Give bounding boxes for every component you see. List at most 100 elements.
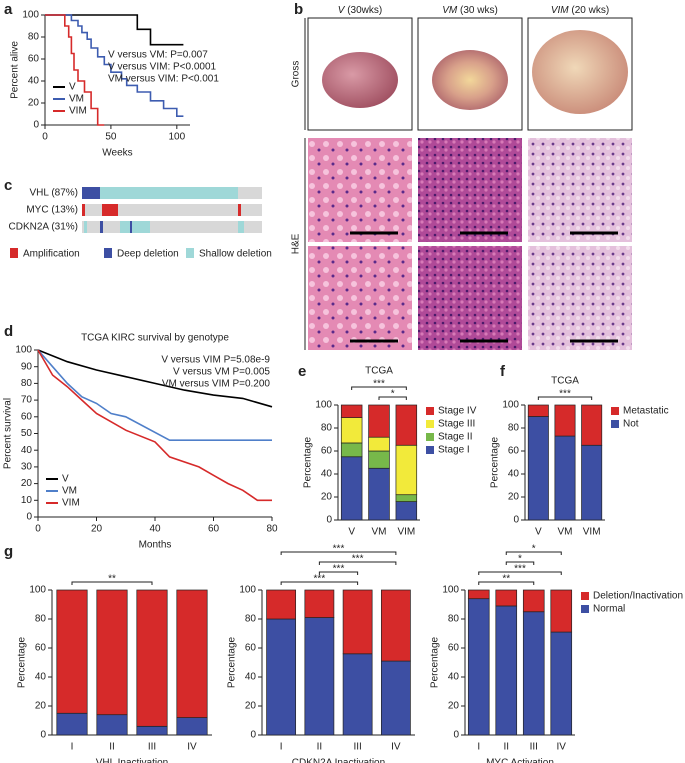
- significance-bracket: [537, 396, 593, 400]
- x-tick-label: III: [530, 742, 538, 753]
- x-tick-label: III: [353, 742, 361, 753]
- y-axis-label: Percentage: [430, 636, 441, 688]
- y-tick-label: 60: [35, 643, 47, 654]
- significance-label: ***: [333, 544, 345, 555]
- column-label: V (30wks): [338, 5, 382, 16]
- significance-bracket: [280, 581, 359, 585]
- bar-segment: [527, 404, 549, 417]
- x-tick-label: 80: [266, 524, 278, 535]
- significance-bracket: [280, 551, 397, 555]
- chart-title: TCGA: [551, 376, 579, 387]
- legend-label: VM: [62, 486, 77, 497]
- y-axis-label: Percent survival: [3, 398, 14, 469]
- y-tick-label: 100: [15, 345, 32, 356]
- legend-label: Stage II: [438, 432, 472, 443]
- bar-segment: [136, 589, 168, 727]
- y-tick-label: 80: [21, 378, 33, 389]
- significance-bracket: [71, 581, 153, 585]
- y-tick-label: 0: [250, 730, 256, 741]
- x-tick-label: VIM: [583, 527, 601, 538]
- y-tick-label: 40: [28, 76, 40, 87]
- significance-label: **: [108, 574, 116, 585]
- y-tick-label: 20: [508, 492, 520, 503]
- x-tick-label: IV: [391, 742, 401, 753]
- bar-segment: [395, 404, 418, 446]
- bar-segment: [495, 589, 518, 607]
- annotation: V versus VM P=0.005: [173, 367, 270, 378]
- survival-line: [45, 14, 184, 117]
- y-tick-label: 10: [21, 495, 33, 506]
- y-tick-label: 100: [315, 400, 332, 411]
- y-tick-label: 0: [326, 515, 332, 526]
- significance-label: ***: [352, 554, 364, 565]
- x-tick-label: VM: [372, 527, 387, 538]
- y-tick-label: 60: [508, 446, 520, 457]
- bar-segment: [550, 631, 573, 736]
- y-tick-label: 70: [21, 395, 33, 406]
- bar-segment: [395, 444, 418, 496]
- significance-bracket: [478, 571, 562, 575]
- bar-segment: [368, 467, 390, 521]
- annotation: VM versus VIM: P<0.001: [108, 74, 219, 85]
- bar-segment: [176, 589, 208, 718]
- bar-segment: [340, 442, 363, 458]
- bar-segment: [176, 717, 208, 736]
- y-tick-label: 20: [35, 701, 47, 712]
- x-tick-label: VIM: [397, 527, 415, 538]
- panel-b-images: [304, 17, 633, 350]
- bar-segment: [554, 435, 576, 521]
- annotation: VM versus VIM P=0.200: [162, 379, 271, 390]
- y-tick-label: 20: [21, 478, 33, 489]
- legend-label: Not: [623, 419, 639, 430]
- bar-segment: [467, 598, 490, 736]
- significance-label: **: [502, 574, 510, 585]
- y-tick-label: 40: [321, 469, 333, 480]
- x-tick-label: V: [535, 527, 542, 538]
- annotation: V versus VM: P=0.007: [108, 50, 208, 61]
- oncoprint: [82, 187, 262, 233]
- y-tick-label: 60: [448, 643, 460, 654]
- column-label: VM (30 wks): [442, 5, 498, 16]
- significance-label: ***: [333, 564, 345, 575]
- y-tick-label: 100: [442, 585, 459, 596]
- y-tick-label: 80: [28, 32, 40, 43]
- significance-bracket: [378, 396, 407, 400]
- legend-swatch: [186, 248, 194, 258]
- row-label: H&E: [291, 233, 302, 254]
- bar-segment: [266, 589, 297, 620]
- significance-label: ***: [559, 389, 571, 400]
- panel-b-labels: V (30wks) VM (30 wks) VIM (20 wks) Gross…: [291, 5, 610, 255]
- panel-label: d: [4, 323, 13, 340]
- y-tick-label: 80: [35, 614, 47, 625]
- bar-segment: [554, 404, 576, 437]
- y-tick-label: 60: [28, 54, 40, 65]
- bar-segment: [342, 653, 373, 736]
- bar-segment: [395, 494, 418, 502]
- bar-segment: [368, 436, 390, 452]
- legend-swatch: [426, 407, 434, 415]
- x-axis-label: Weeks: [102, 148, 132, 159]
- y-tick-label: 100: [502, 400, 519, 411]
- y-tick-label: 80: [448, 614, 460, 625]
- x-tick-label: 0: [35, 524, 41, 535]
- bar-segment: [395, 501, 418, 521]
- y-tick-label: 40: [448, 672, 460, 683]
- x-tick-label: IV: [187, 742, 197, 753]
- x-tick-label: 20: [91, 524, 103, 535]
- x-tick-label: IV: [557, 742, 567, 753]
- survival-line: [45, 14, 105, 126]
- bar-segment: [340, 417, 363, 444]
- significance-bracket: [318, 571, 359, 575]
- column-label: VIM (20 wks): [551, 5, 609, 16]
- survival-line: [37, 349, 272, 441]
- y-tick-label: 20: [245, 701, 257, 712]
- significance-label: ***: [314, 574, 326, 585]
- significance-bracket: [505, 551, 562, 555]
- legend-label: VIM: [69, 106, 87, 117]
- y-tick-label: 40: [35, 672, 47, 683]
- y-tick-label: 30: [21, 462, 33, 473]
- significance-bracket: [505, 561, 535, 565]
- y-tick-label: 20: [28, 98, 40, 109]
- significance-label: *: [532, 544, 536, 555]
- y-tick-label: 90: [21, 361, 33, 372]
